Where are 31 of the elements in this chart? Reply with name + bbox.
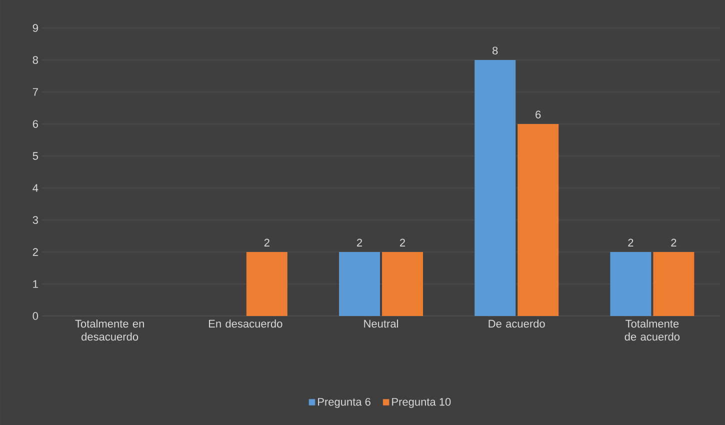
x-tick-label: En desacuerdo xyxy=(209,320,282,328)
y-tick-label: 2 xyxy=(32,248,38,256)
data-label: 6 xyxy=(536,110,541,118)
y-tick-label: 8 xyxy=(32,56,38,64)
bar xyxy=(339,252,380,316)
data-label: 2 xyxy=(356,238,362,246)
bar xyxy=(474,60,516,316)
data-label: 2 xyxy=(671,238,676,246)
y-tick-label: 1 xyxy=(33,280,38,288)
y-tick-label: 0 xyxy=(32,312,38,320)
y-tick-label: 9 xyxy=(32,24,38,32)
data-label: 8 xyxy=(492,46,498,54)
data-label: 2 xyxy=(400,238,406,246)
bar xyxy=(246,252,288,316)
bar xyxy=(610,252,652,316)
y-tick-label: 6 xyxy=(32,120,38,128)
x-tick-label: Totalmente de acuerdo xyxy=(624,320,680,341)
bar xyxy=(518,124,559,316)
x-tick-label: Neutral xyxy=(364,320,398,328)
y-tick-label: 3 xyxy=(32,216,38,224)
x-tick-label: Totalmente en desacuerdo xyxy=(75,320,144,341)
bar xyxy=(382,252,423,316)
y-tick-label: 4 xyxy=(32,184,38,192)
y-tick-label: 5 xyxy=(32,152,38,160)
data-label: 2 xyxy=(264,238,270,246)
legend-label: Pregunta 10 xyxy=(392,398,451,408)
legend-label: Pregunta 6 xyxy=(318,398,370,408)
y-tick-label: 7 xyxy=(32,88,38,96)
bar xyxy=(653,252,694,316)
x-tick-label: De acuerdo xyxy=(488,320,545,328)
data-label: 2 xyxy=(628,238,634,246)
